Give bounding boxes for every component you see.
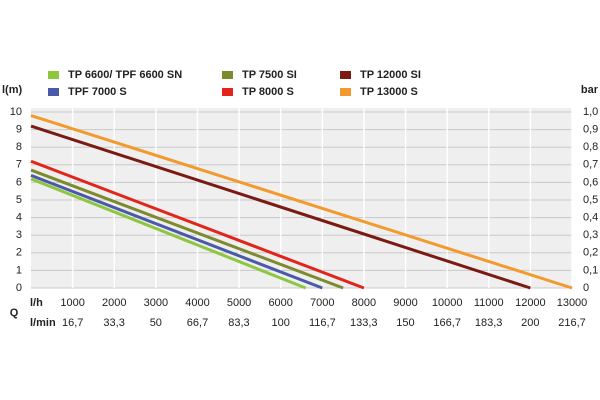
x2-tick-label: 83,3 <box>228 317 249 329</box>
x-tick-label: 5000 <box>227 297 251 309</box>
x2-tick-label: 50 <box>150 317 162 329</box>
y2-tick-label: 1,0 <box>583 106 598 118</box>
y2-tick-label: 0,9 <box>583 124 598 136</box>
x2-tick-label: 100 <box>271 317 289 329</box>
legend-label: TP 13000 S <box>360 86 418 98</box>
x2-tick-label: 150 <box>396 317 414 329</box>
y-tick-label: 0 <box>16 282 22 294</box>
x2-tick-label: 66,7 <box>187 317 208 329</box>
legend-swatch <box>48 71 59 79</box>
legend-swatch <box>222 71 233 79</box>
y2-tick-label: 0,4 <box>583 212 598 224</box>
x-unit-label: l/h <box>30 297 43 309</box>
legend-swatch <box>340 88 351 96</box>
y-tick-label: 2 <box>16 247 22 259</box>
x2-tick-label: 133,3 <box>350 317 378 329</box>
y-tick-label: 6 <box>16 176 22 188</box>
series-line <box>30 173 323 290</box>
x-tick-label: 12000 <box>515 297 546 309</box>
y2-tick-label: 0,1 <box>583 264 598 276</box>
x2-tick-label: 183,3 <box>475 317 503 329</box>
series-line <box>30 168 344 290</box>
y-tick-label: 1 <box>16 264 22 276</box>
series-line <box>30 124 531 290</box>
y-axis-label: l(m) <box>2 84 23 96</box>
x-tick-label: 10000 <box>432 297 463 309</box>
y2-tick-label: 0,8 <box>583 141 598 153</box>
legend-label: TP 12000 SI <box>360 69 421 81</box>
x2-tick-label: 166,7 <box>433 317 461 329</box>
x-tick-label: 7000 <box>310 297 334 309</box>
x-tick-label: 3000 <box>144 297 168 309</box>
x-tick-label: 2000 <box>102 297 126 309</box>
y-tick-label: 10 <box>10 106 22 118</box>
legend-swatch <box>48 88 59 96</box>
legend-swatch <box>340 71 351 79</box>
legend-label: TPF 7000 S <box>68 86 127 98</box>
y2-tick-label: 0,2 <box>583 247 598 259</box>
y-tick-label: 7 <box>16 159 22 171</box>
x2-tick-label: 200 <box>521 317 539 329</box>
x2-tick-label: 16,7 <box>62 317 83 329</box>
y-tick-label: 9 <box>16 124 22 136</box>
legend-label: TP 6600/ TPF 6600 SN <box>68 69 182 81</box>
x-tick-label: 9000 <box>393 297 417 309</box>
x2-tick-label: 216,7 <box>558 317 586 329</box>
legend-swatch <box>222 88 233 96</box>
x-tick-label: 6000 <box>268 297 292 309</box>
x-tick-label: 4000 <box>185 297 209 309</box>
y2-tick-label: 0 <box>583 282 589 294</box>
x-tick-label: 8000 <box>352 297 376 309</box>
y2-tick-label: 0,3 <box>583 229 598 241</box>
y-tick-label: 4 <box>16 212 22 224</box>
legend-label: TP 8000 S <box>242 86 294 98</box>
y-tick-label: 5 <box>16 194 22 206</box>
x-tick-label: 13000 <box>557 297 588 309</box>
y2-axis-label: bar <box>581 84 599 96</box>
y2-tick-label: 0,7 <box>583 159 598 171</box>
x2-tick-label: 116,7 <box>309 317 336 329</box>
x2-tick-label: 33,3 <box>103 317 124 329</box>
series-line <box>30 159 365 290</box>
y-tick-label: 3 <box>16 229 22 241</box>
y-tick-label: 8 <box>16 141 22 153</box>
x-tick-label: 11000 <box>474 297 504 309</box>
x-tick-label: 1000 <box>60 297 84 309</box>
x-axis-label: Q <box>10 307 19 319</box>
series-line <box>30 114 573 290</box>
y2-tick-label: 0,5 <box>583 194 598 206</box>
legend-label: TP 7500 SI <box>242 69 297 81</box>
y2-tick-label: 0,6 <box>583 176 598 188</box>
series-line <box>30 177 307 290</box>
x2-unit-label: l/min <box>30 317 56 329</box>
